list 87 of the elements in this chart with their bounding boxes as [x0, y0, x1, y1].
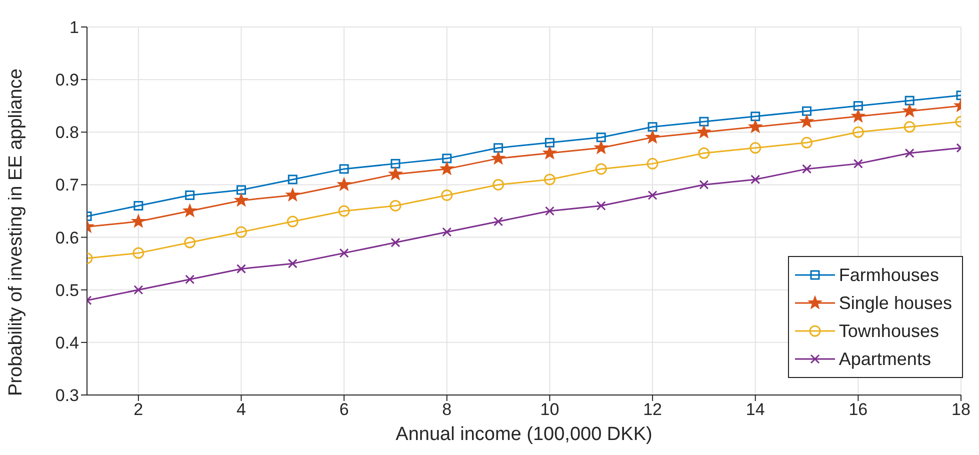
x-tick-label: 10	[540, 400, 560, 420]
point	[903, 104, 916, 117]
point	[904, 121, 916, 133]
point	[286, 216, 298, 228]
point	[852, 126, 864, 138]
point	[442, 227, 452, 237]
point	[698, 125, 710, 138]
point	[699, 180, 709, 190]
point	[853, 158, 863, 168]
point	[286, 188, 300, 201]
point	[698, 147, 710, 159]
point	[236, 264, 246, 274]
point	[288, 258, 298, 268]
point	[390, 158, 400, 168]
point	[288, 174, 298, 184]
point	[183, 204, 196, 217]
point	[339, 248, 349, 258]
point	[852, 110, 865, 122]
x-tick-label: 6	[339, 400, 349, 420]
point	[494, 143, 504, 153]
point	[904, 96, 914, 106]
point	[648, 122, 658, 132]
point	[646, 158, 658, 170]
y-tick-label: 0.7	[55, 176, 79, 195]
point	[132, 214, 145, 228]
y-tick-label: 0.8	[55, 123, 79, 142]
point	[750, 142, 762, 154]
point	[543, 146, 556, 159]
x-tick-label: 18	[952, 400, 970, 420]
point	[440, 162, 454, 174]
point	[134, 200, 144, 210]
y-tick-label: 0.4	[55, 333, 79, 352]
x-axis-title: Annual income (100,000 DKK)	[396, 424, 652, 445]
point	[184, 236, 196, 248]
point	[595, 163, 607, 175]
x-tick-label: 4	[236, 400, 246, 420]
y-tick-label: 0.5	[55, 280, 79, 300]
x-tick-label: 12	[643, 400, 662, 420]
legend-label: Townhouses	[838, 320, 939, 342]
point	[185, 274, 195, 284]
point	[234, 194, 248, 206]
x-tick-label: 2	[134, 400, 144, 420]
point	[596, 200, 606, 210]
point	[748, 120, 762, 132]
y-tick-label: 1	[70, 18, 79, 38]
point	[492, 178, 504, 190]
x-tick-label: 14	[746, 400, 765, 420]
legend-label: Apartments	[838, 348, 931, 370]
point	[544, 138, 554, 148]
y-tick-label: 0.3	[55, 386, 79, 406]
point	[442, 154, 452, 164]
point	[801, 136, 813, 148]
legend-label: Single houses	[838, 292, 952, 314]
y-tick-label: 0.9	[55, 70, 79, 90]
x-tick-label: 16	[848, 400, 868, 420]
point	[132, 247, 144, 259]
point	[390, 238, 400, 248]
point	[750, 174, 760, 184]
point	[904, 148, 914, 158]
point	[800, 114, 814, 128]
point	[390, 200, 402, 212]
point	[441, 189, 453, 201]
point	[750, 112, 760, 122]
point	[594, 141, 608, 154]
point	[185, 190, 195, 200]
point	[338, 178, 350, 190]
point	[134, 285, 144, 295]
point	[492, 152, 505, 164]
y-axis-title: Probability of investing in EE appliance	[6, 68, 27, 396]
point	[648, 190, 658, 200]
x-tick-label: 8	[442, 400, 452, 420]
point	[544, 206, 554, 216]
y-tick-label: 0.6	[55, 228, 79, 248]
point	[339, 164, 349, 174]
point	[853, 101, 863, 111]
point	[494, 216, 504, 226]
point	[596, 132, 606, 142]
point	[544, 174, 556, 186]
point	[646, 130, 659, 143]
point	[236, 185, 246, 195]
point	[802, 164, 812, 174]
point	[338, 205, 350, 217]
point	[699, 116, 709, 126]
legend-label: Farmhouses	[838, 264, 939, 286]
point	[389, 168, 402, 180]
point	[235, 226, 247, 238]
point	[802, 106, 812, 116]
